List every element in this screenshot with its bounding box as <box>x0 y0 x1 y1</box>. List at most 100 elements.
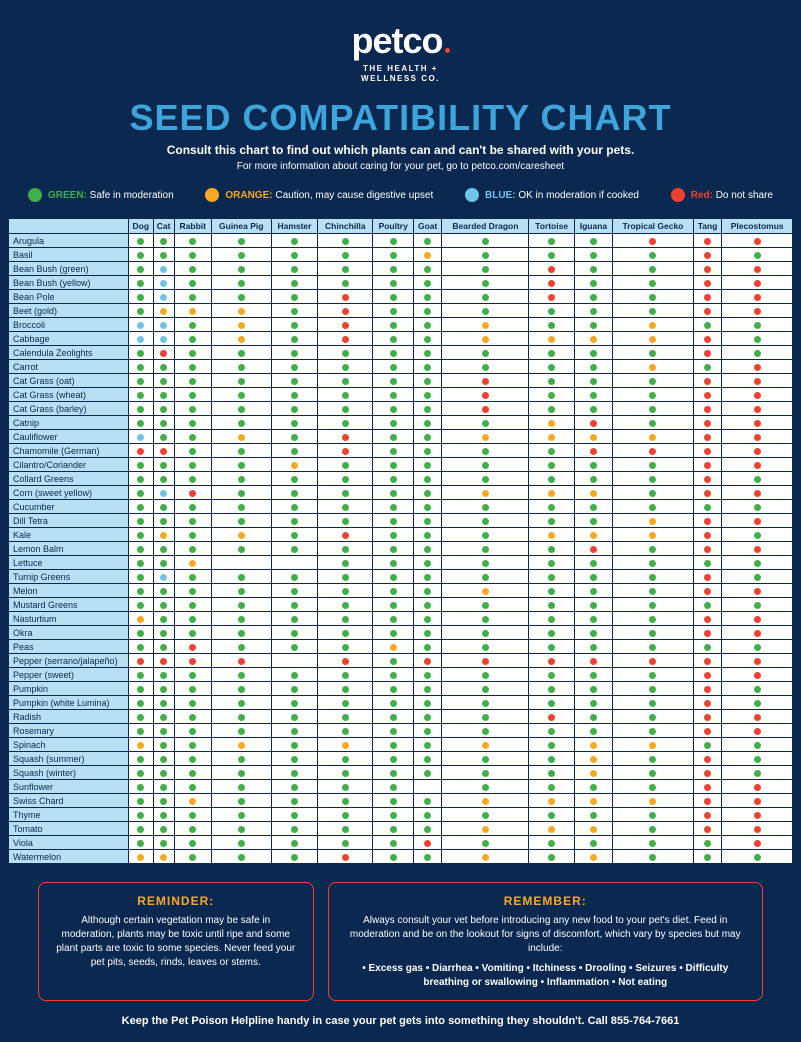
cell <box>174 626 211 640</box>
status-dot <box>482 378 489 385</box>
cell <box>153 668 174 682</box>
cell <box>373 696 414 710</box>
status-dot <box>590 280 597 287</box>
status-dot <box>482 252 489 259</box>
cell <box>529 290 574 304</box>
status-dot <box>754 364 761 371</box>
status-dot <box>649 574 656 581</box>
cell <box>129 808 154 822</box>
status-dot <box>649 252 656 259</box>
status-dot <box>704 420 711 427</box>
status-dot <box>704 280 711 287</box>
cell <box>693 752 722 766</box>
status-dot <box>704 406 711 413</box>
status-dot <box>291 770 298 777</box>
cell <box>529 514 574 528</box>
cell <box>129 360 154 374</box>
cell <box>529 808 574 822</box>
cell <box>129 822 154 836</box>
cell <box>693 780 722 794</box>
status-dot <box>238 672 245 679</box>
cell <box>442 710 529 724</box>
status-dot <box>189 602 196 609</box>
cell <box>271 654 318 668</box>
status-dot <box>548 546 555 553</box>
table-row: Cauliflower <box>9 430 793 444</box>
status-dot <box>482 336 489 343</box>
cell <box>318 542 373 556</box>
status-dot <box>390 336 397 343</box>
cell <box>693 822 722 836</box>
status-dot <box>424 840 431 847</box>
cell <box>414 738 442 752</box>
cell <box>529 276 574 290</box>
status-dot <box>754 406 761 413</box>
status-dot <box>482 350 489 357</box>
status-dot <box>424 574 431 581</box>
cell <box>529 248 574 262</box>
status-dot <box>482 406 489 413</box>
cell <box>442 402 529 416</box>
cell <box>442 808 529 822</box>
cell <box>722 486 793 500</box>
row-label: Beet (gold) <box>9 304 129 318</box>
status-dot <box>291 490 298 497</box>
cell <box>211 262 271 276</box>
cell <box>693 696 722 710</box>
cell <box>693 262 722 276</box>
status-dot <box>424 280 431 287</box>
cell <box>693 332 722 346</box>
cell <box>318 724 373 738</box>
table-row: Cat Grass (barley) <box>9 402 793 416</box>
cell <box>613 458 694 472</box>
table-row: Squash (winter) <box>9 766 793 780</box>
row-label: Carrot <box>9 360 129 374</box>
cell <box>318 696 373 710</box>
cell <box>613 528 694 542</box>
row-label: Pepper (serrano/jalapeño) <box>9 654 129 668</box>
status-dot <box>649 616 656 623</box>
status-dot <box>649 364 656 371</box>
page-title: SEED COMPATIBILITY CHART <box>8 97 793 139</box>
status-dot <box>160 546 167 553</box>
table-row: Bean Bush (yellow) <box>9 276 793 290</box>
cell <box>153 290 174 304</box>
cell <box>722 780 793 794</box>
cell <box>174 682 211 696</box>
cell <box>153 850 174 864</box>
status-dot <box>291 588 298 595</box>
status-dot <box>704 602 711 609</box>
cell <box>271 514 318 528</box>
cell <box>174 430 211 444</box>
status-dot <box>649 294 656 301</box>
status-dot <box>649 532 656 539</box>
cell <box>693 710 722 724</box>
cell <box>174 346 211 360</box>
cell <box>574 318 612 332</box>
cell <box>574 850 612 864</box>
status-dot <box>754 504 761 511</box>
status-dot <box>291 280 298 287</box>
cell <box>574 696 612 710</box>
status-dot <box>754 728 761 735</box>
cell <box>211 500 271 514</box>
cell <box>373 318 414 332</box>
status-dot <box>160 406 167 413</box>
cell <box>574 584 612 598</box>
cell <box>693 304 722 318</box>
status-dot <box>649 770 656 777</box>
header: petco THE HEALTH + WELLNESS CO. SEED COM… <box>8 20 793 172</box>
status-dot <box>160 784 167 791</box>
cell <box>174 486 211 500</box>
status-dot <box>291 476 298 483</box>
status-dot <box>704 658 711 665</box>
cell <box>613 654 694 668</box>
cell <box>129 598 154 612</box>
cell <box>211 584 271 598</box>
cell <box>373 556 414 570</box>
status-dot <box>160 574 167 581</box>
cell <box>442 248 529 262</box>
cell <box>613 724 694 738</box>
cell <box>722 430 793 444</box>
cell <box>373 542 414 556</box>
